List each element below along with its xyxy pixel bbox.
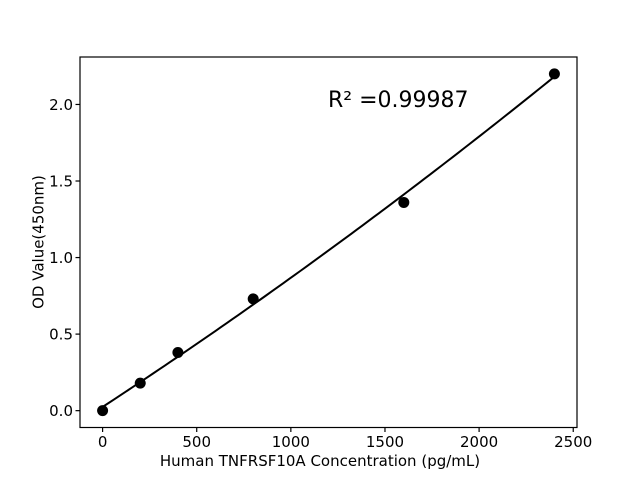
x-tick-label: 2000	[460, 433, 498, 451]
fit-line	[101, 75, 556, 408]
x-axis-label: Human TNFRSF10A Concentration (pg/mL)	[159, 452, 481, 470]
data-point	[247, 293, 259, 305]
x-tick-label: 1500	[366, 433, 404, 451]
x-tick-label: 500	[182, 433, 211, 451]
y-tick-label: 0.5	[49, 326, 73, 344]
y-tick-label: 0.0	[49, 402, 73, 420]
y-tick-label: 2.0	[49, 96, 73, 114]
data-point	[172, 346, 184, 358]
y-axis-label: OD Value(450nm)	[29, 175, 48, 309]
x-tick-label: 2500	[554, 433, 592, 451]
y-tick-label: 1.0	[49, 249, 73, 267]
axes-frame	[79, 56, 578, 429]
data-point	[97, 405, 109, 417]
data-point	[134, 377, 146, 389]
data-point	[548, 68, 560, 80]
y-tick-label: 1.5	[49, 173, 73, 191]
r-squared-annotation: R² =0.99987	[328, 88, 469, 113]
x-tick-label: 1000	[272, 433, 310, 451]
data-point	[398, 196, 410, 208]
x-tick-label: 0	[98, 433, 108, 451]
